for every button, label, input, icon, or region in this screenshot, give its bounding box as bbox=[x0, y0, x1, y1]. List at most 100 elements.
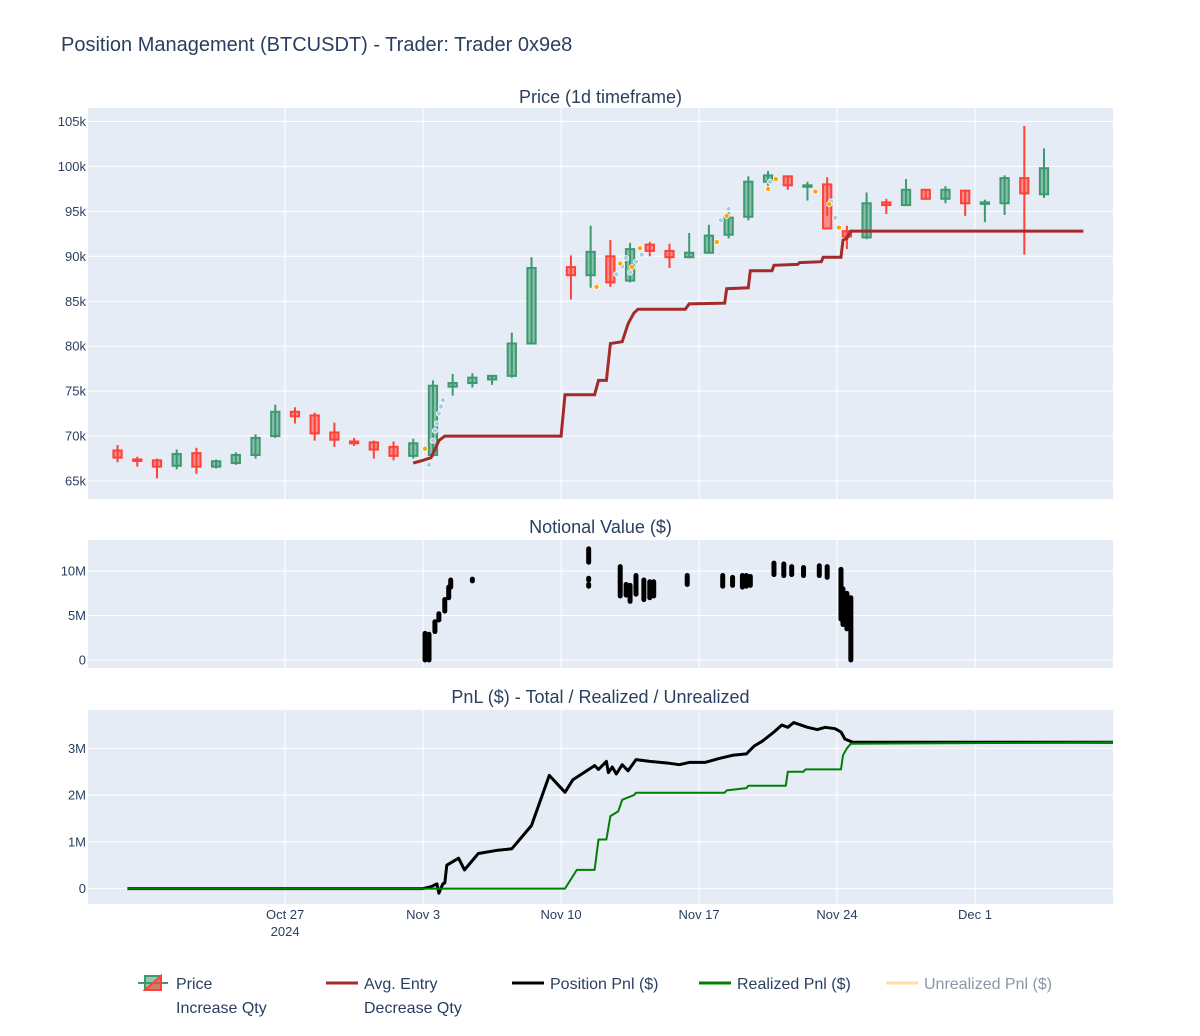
price-panel[interactable]: 65k 70k 75k 80k 85k 90k 95k 100k 105k Price (1d t… bbox=[58, 87, 1113, 499]
realized-pnl-line bbox=[127, 741, 1114, 890]
increase-qty-marker bbox=[767, 178, 774, 185]
x-tick-label: Oct 27 bbox=[266, 907, 304, 922]
candle-increasing bbox=[684, 232, 695, 259]
y-tick-label: 1M bbox=[68, 834, 86, 849]
candle-decreasing bbox=[309, 412, 320, 441]
candle-body bbox=[881, 201, 892, 207]
y-tick-label: 65k bbox=[65, 474, 86, 489]
candle-body bbox=[230, 453, 241, 465]
candle-increasing bbox=[802, 181, 813, 201]
y-tick-label: 0 bbox=[79, 653, 86, 668]
plot-background bbox=[88, 108, 1113, 499]
increase-qty-marker bbox=[435, 410, 442, 417]
y-tick-label: 95k bbox=[65, 204, 86, 219]
candle-body bbox=[506, 342, 517, 377]
notional-panel[interactable]: 0 5M 10M Notional Value ($) bbox=[61, 517, 1113, 668]
candle-body bbox=[802, 184, 813, 188]
y-tick-label: 105k bbox=[58, 114, 87, 129]
candle-body bbox=[703, 234, 715, 254]
legend-item[interactable]: Position Pnl ($) bbox=[512, 976, 659, 993]
increase-qty-marker bbox=[439, 397, 446, 404]
candle-body bbox=[408, 442, 419, 457]
decrease-qty-marker bbox=[629, 264, 636, 271]
x-tick-label: Nov 17 bbox=[678, 907, 719, 922]
candle-decreasing bbox=[289, 407, 301, 424]
candle-decreasing bbox=[112, 445, 123, 463]
candle-body bbox=[664, 249, 675, 259]
y-tick-label: 70k bbox=[65, 429, 86, 444]
candle-decreasing bbox=[1019, 125, 1030, 255]
y-tick-label: 85k bbox=[65, 294, 86, 309]
legend-item[interactable]: Unrealized Pnl ($) bbox=[886, 976, 1052, 993]
decrease-qty-marker bbox=[723, 212, 730, 219]
candle-decreasing bbox=[151, 458, 163, 479]
candle-decreasing bbox=[348, 437, 360, 446]
candle-decreasing bbox=[605, 240, 616, 287]
increase-qty-marker bbox=[623, 255, 630, 262]
chart-title: Position Management (BTCUSDT) - Trader: … bbox=[61, 34, 573, 56]
candle-increasing bbox=[585, 225, 596, 288]
candle-body bbox=[112, 449, 123, 459]
candle-increasing bbox=[624, 242, 636, 283]
legend-item[interactable]: Price bbox=[138, 973, 213, 993]
plot-background bbox=[88, 710, 1113, 904]
decrease-qty-marker bbox=[593, 283, 600, 290]
y-tick-label: 10M bbox=[61, 564, 86, 579]
candle-increasing bbox=[171, 449, 182, 470]
candle-decreasing bbox=[191, 447, 202, 474]
decrease-qty-marker bbox=[772, 176, 779, 183]
candle-body bbox=[191, 452, 202, 468]
candle-body bbox=[348, 440, 360, 445]
y-tick-label: 75k bbox=[65, 384, 86, 399]
pnl-panel[interactable]: 0 1M 2M 3M PnL ($) - Total / Realized / Unre… bbox=[68, 687, 1114, 939]
candle-body bbox=[132, 458, 143, 462]
candle-increasing bbox=[408, 438, 419, 459]
candle-body bbox=[960, 189, 971, 205]
candle-increasing bbox=[1038, 148, 1050, 198]
increase-qty-marker bbox=[725, 205, 732, 212]
candle-body bbox=[743, 180, 754, 218]
legend-item[interactable]: Decrease Qty bbox=[364, 1000, 462, 1017]
candle-decreasing bbox=[644, 241, 655, 257]
candle-increasing bbox=[210, 459, 222, 469]
candle-decreasing bbox=[782, 175, 793, 190]
x-tick-label: Nov 10 bbox=[540, 907, 581, 922]
y-tick-label: 90k bbox=[65, 249, 86, 264]
candle-body bbox=[270, 410, 281, 438]
candle-body bbox=[171, 453, 182, 467]
candle-body bbox=[388, 445, 399, 457]
increase-qty-marker bbox=[627, 269, 634, 276]
candle-body bbox=[999, 177, 1010, 205]
candle-body bbox=[368, 441, 379, 451]
candle-body bbox=[723, 216, 734, 236]
y-tick-label: 0 bbox=[79, 881, 86, 896]
candle-increasing bbox=[447, 374, 458, 396]
legend-label: Avg. Entry bbox=[364, 976, 438, 993]
candle-body bbox=[151, 459, 163, 468]
legend-item[interactable]: Realized Pnl ($) bbox=[699, 976, 851, 993]
legend[interactable]: Price Avg. Entry Position Pnl ($) Realized … bbox=[138, 973, 1052, 1017]
candle-body bbox=[565, 266, 577, 277]
candle-body bbox=[920, 188, 931, 200]
increase-qty-marker bbox=[433, 420, 440, 427]
x-tick-label: Dec 1 bbox=[958, 907, 992, 922]
candle-body bbox=[329, 431, 340, 441]
candle-body bbox=[447, 382, 458, 388]
candle-body bbox=[289, 410, 301, 418]
increase-qty-marker bbox=[638, 251, 645, 258]
candle-decreasing bbox=[565, 255, 577, 300]
increase-qty-marker bbox=[613, 271, 620, 278]
y-tick-label: 2M bbox=[68, 788, 86, 803]
candle-body bbox=[467, 376, 478, 385]
decrease-qty-marker bbox=[617, 260, 624, 267]
increase-qty-marker bbox=[431, 427, 438, 434]
subplot-title: Price (1d timeframe) bbox=[519, 87, 682, 107]
candle-decreasing bbox=[388, 441, 399, 461]
candle-body bbox=[210, 460, 222, 468]
candle-decreasing bbox=[881, 198, 892, 215]
candle-decreasing bbox=[920, 188, 931, 200]
candle-body bbox=[1038, 167, 1050, 196]
legend-item[interactable]: Increase Qty bbox=[176, 1000, 267, 1017]
legend-item[interactable]: Avg. Entry bbox=[326, 976, 438, 993]
